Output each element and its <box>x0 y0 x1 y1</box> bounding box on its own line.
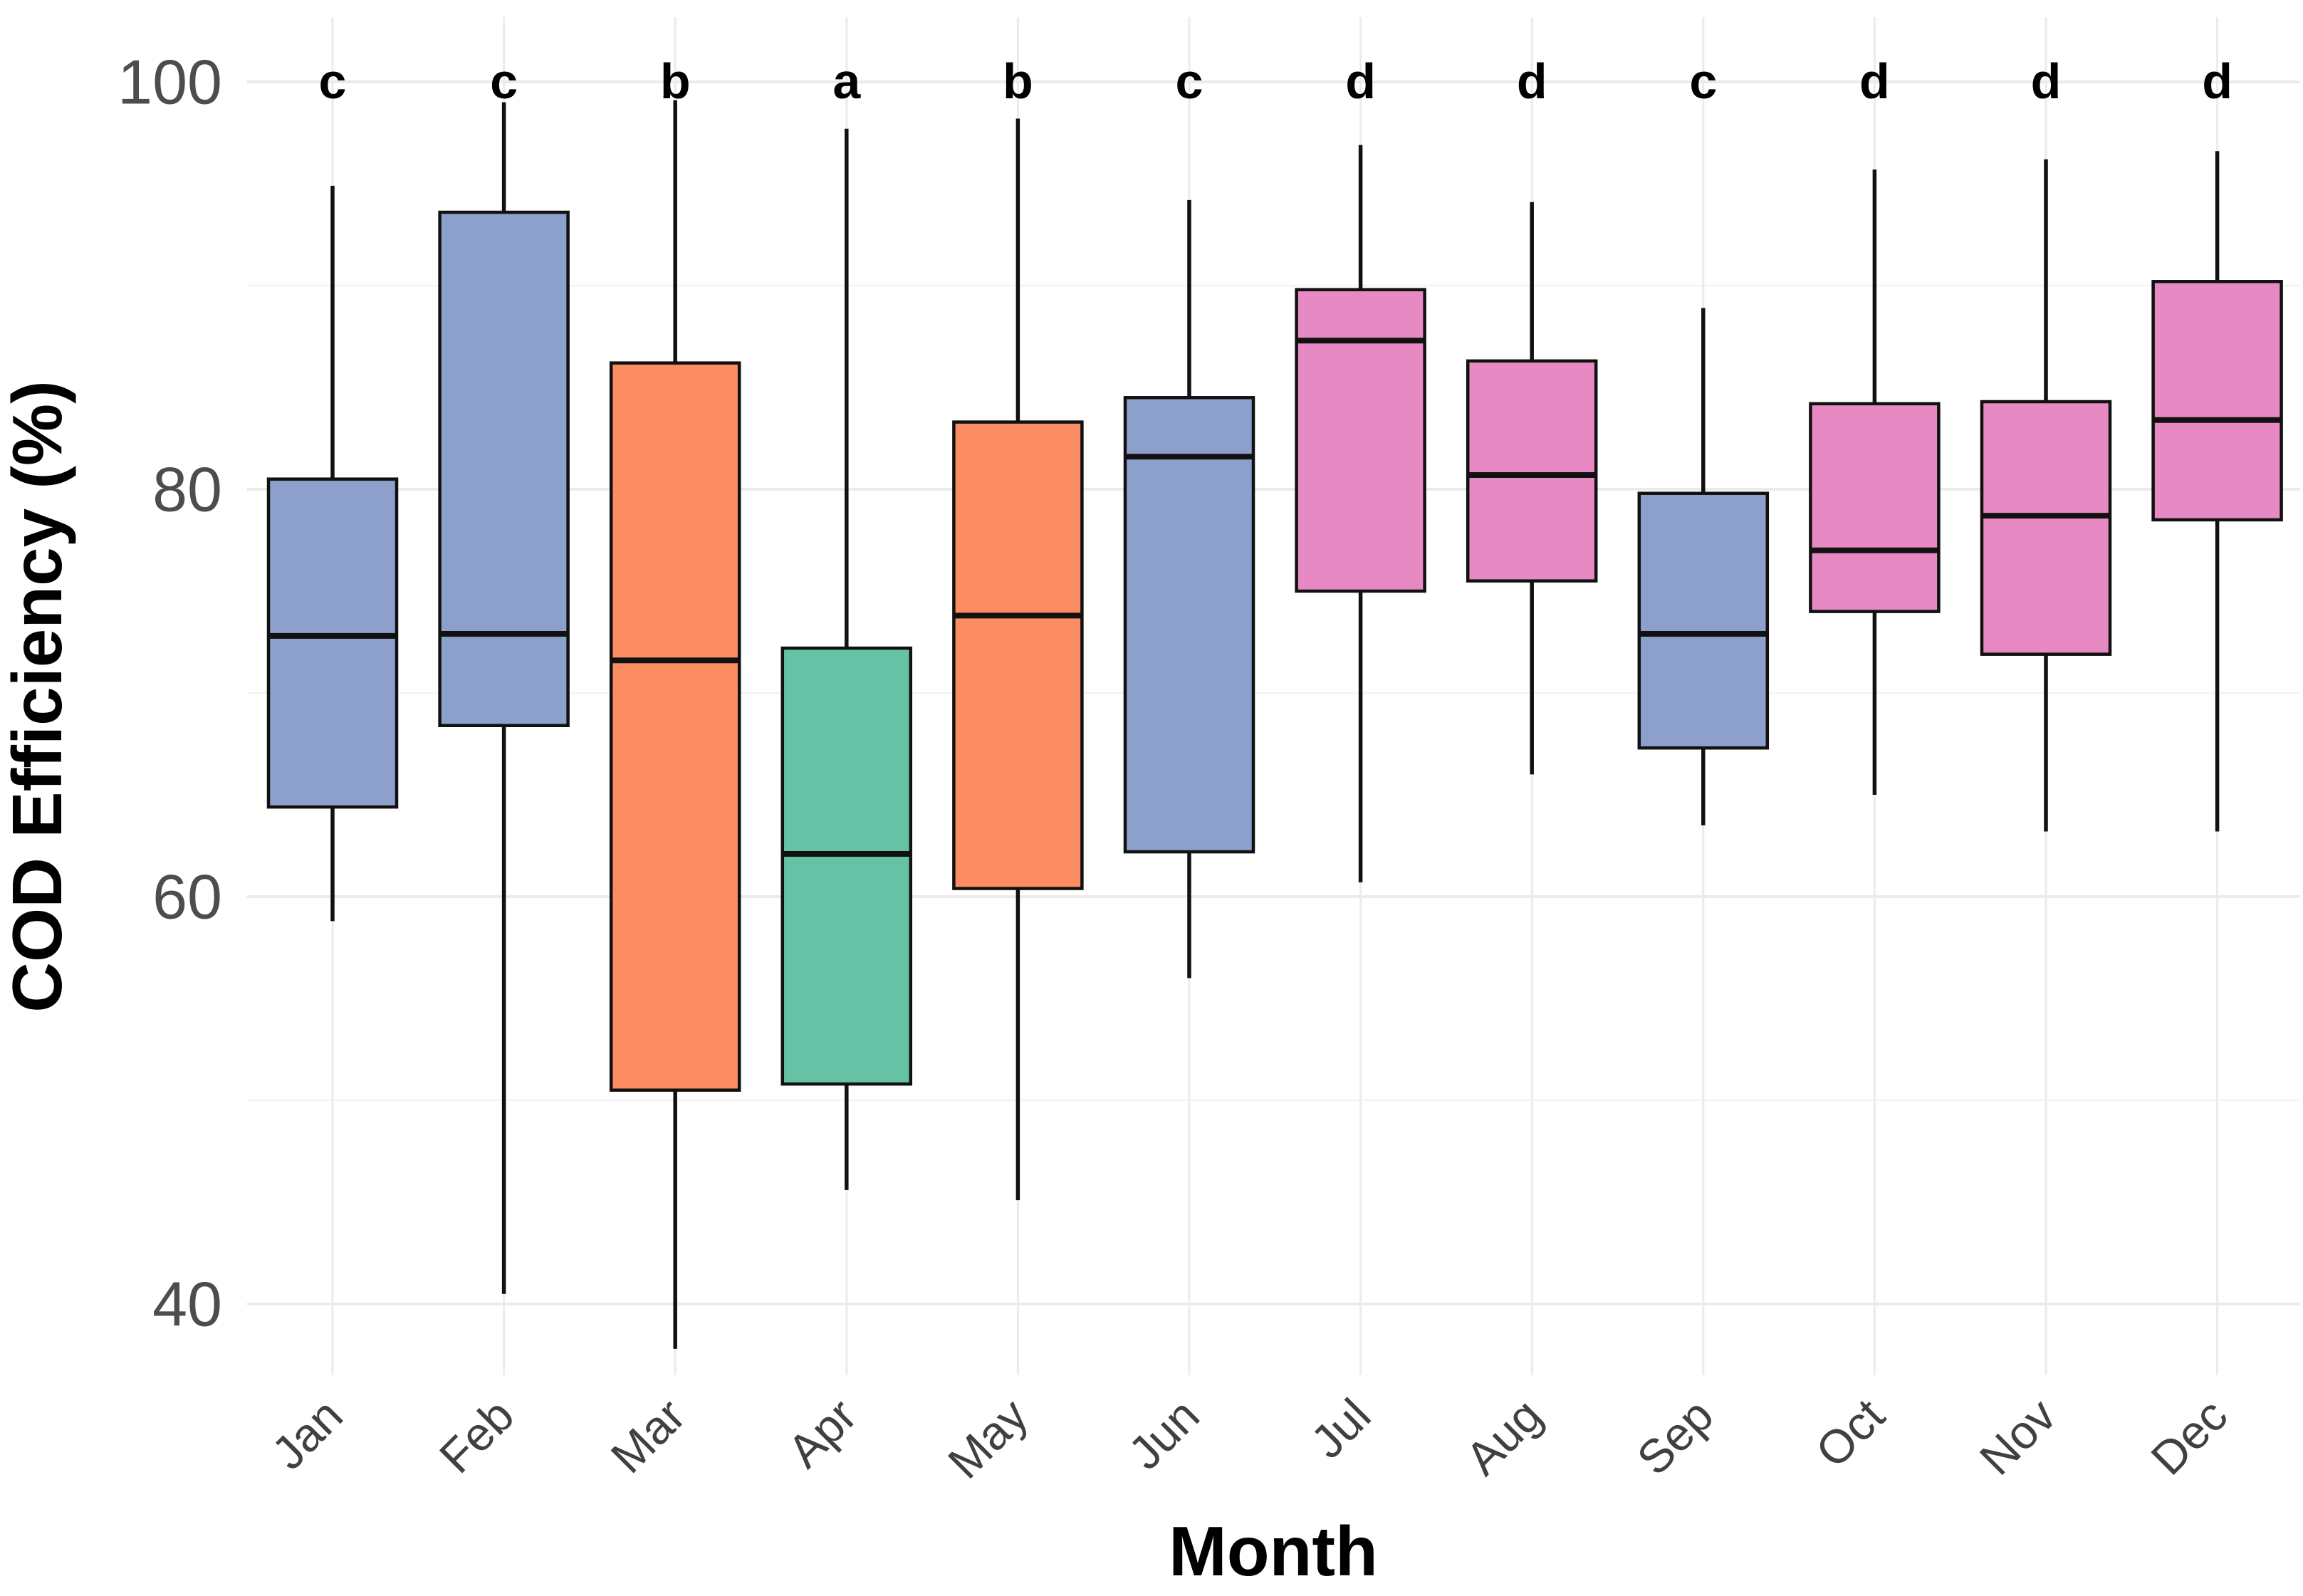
iqr-box <box>1980 400 2112 656</box>
iqr-box <box>1123 396 1255 854</box>
significance-letter: d <box>2202 53 2232 109</box>
x-axis-title: Month <box>1169 1512 1378 1590</box>
minor-gridlines <box>247 284 2300 1102</box>
boxplot-dec <box>2151 151 2283 832</box>
y-axis-title: COD Efficiency (%) <box>0 380 76 1013</box>
y-tick-label: 80 <box>152 454 222 525</box>
boxplot-nov <box>1980 159 2112 832</box>
significance-letter: c <box>490 53 518 109</box>
iqr-box <box>438 210 570 728</box>
boxplot-jun <box>1123 199 1255 979</box>
significance-letter: d <box>1345 53 1376 109</box>
y-tick-label: 40 <box>152 1269 222 1340</box>
significance-letter: d <box>1859 53 1890 109</box>
boxplot-jan <box>266 185 399 922</box>
boxplot-feb <box>438 102 570 1294</box>
significance-letter: d <box>1517 53 1547 109</box>
iqr-box <box>952 420 1084 890</box>
iqr-box <box>780 646 913 1086</box>
y-tick-label: 100 <box>118 47 222 118</box>
boxplot-may <box>952 118 1084 1201</box>
y-axis-tick-labels: 40 60 80 100 <box>118 47 222 1340</box>
significance-letter: b <box>1003 53 1033 109</box>
significance-letter: d <box>2031 53 2062 109</box>
y-tick-label: 60 <box>152 862 222 932</box>
iqr-box <box>1637 491 1770 750</box>
significance-letter: b <box>660 53 691 109</box>
iqr-box <box>266 477 399 809</box>
iqr-box <box>1809 402 1941 613</box>
boxplot-jul <box>1295 145 1426 882</box>
boxplot-oct <box>1809 169 1941 795</box>
boxplot-sep <box>1637 308 1770 825</box>
significance-letter: a <box>832 53 861 109</box>
iqr-box <box>1466 359 1598 583</box>
boxplot-apr <box>780 128 913 1190</box>
boxplot-mar <box>609 100 741 1349</box>
significance-letter: c <box>319 53 347 109</box>
boxplot-series <box>266 100 2283 1349</box>
iqr-box <box>2151 280 2283 522</box>
significance-letter: c <box>1176 53 1203 109</box>
significance-letter: c <box>1689 53 1717 109</box>
iqr-box <box>609 361 741 1092</box>
boxplot-aug <box>1466 202 1598 775</box>
iqr-box <box>1295 288 1426 593</box>
